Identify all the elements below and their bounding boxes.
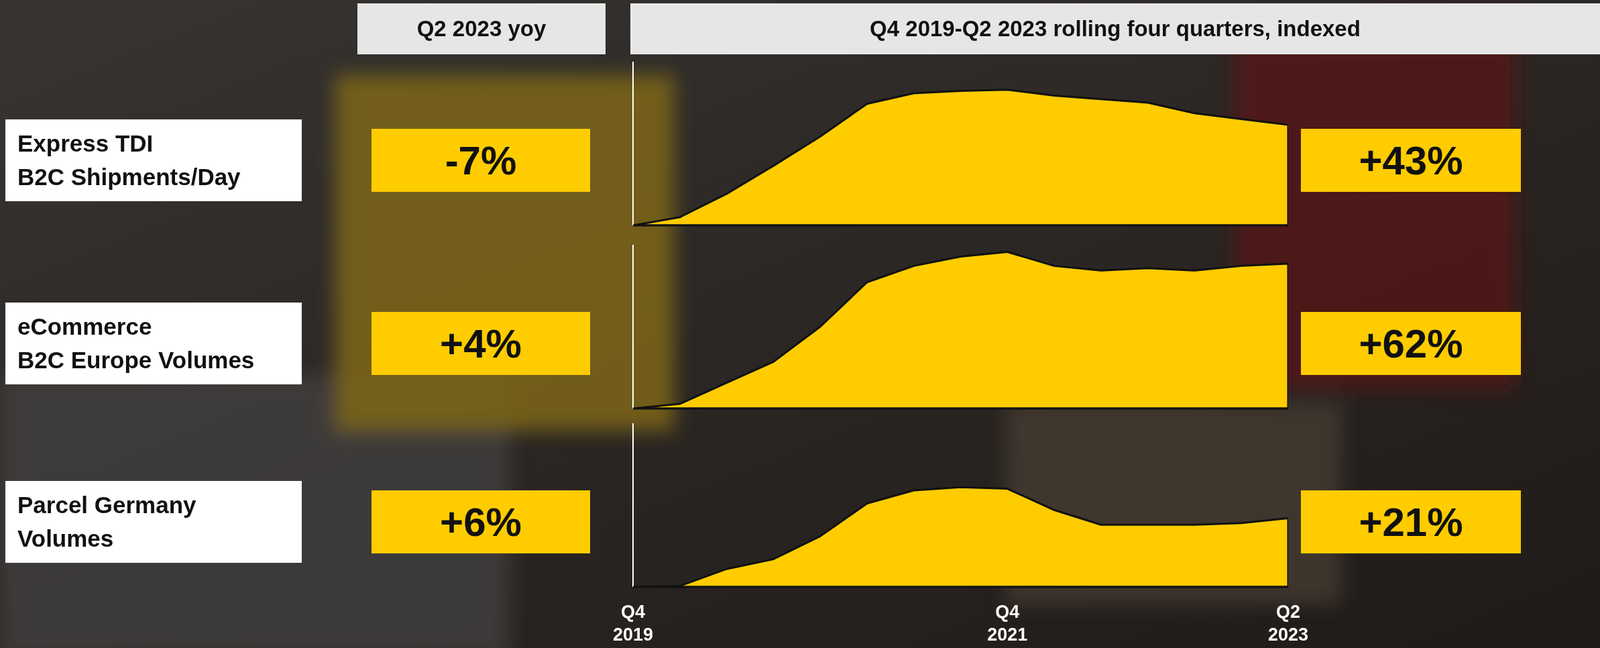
row-label-box xyxy=(5,480,302,563)
yoy-label: +6% xyxy=(439,499,522,545)
canvas: Q2 2023 yoy Q4 2019-Q2 2023 rolling four … xyxy=(0,0,1600,648)
area xyxy=(633,89,1289,226)
plot-area xyxy=(633,89,1289,226)
x-axis-line xyxy=(633,407,1289,410)
row-label-line: B2C Shipments/Day xyxy=(17,163,241,190)
header-text: Q4 2019-Q2 2023 rolling four quarters, i… xyxy=(869,16,1361,41)
x-axis-line xyxy=(633,224,1289,227)
cumulative-label: +21% xyxy=(1358,499,1463,545)
x-axis-line xyxy=(633,586,1289,589)
cumulative-box xyxy=(1300,128,1521,192)
yoy-label: +4% xyxy=(439,321,522,367)
row-label-line: Express TDI xyxy=(17,130,153,157)
yoy-box xyxy=(371,128,591,192)
header-box xyxy=(357,3,606,55)
row-label-line: B2C Europe Volumes xyxy=(17,346,255,373)
y-axis-line xyxy=(632,423,634,587)
area xyxy=(633,486,1289,587)
row-label: eCommerce B2C Europe Volumes xyxy=(17,313,255,373)
x-tick-label: Q42019 xyxy=(612,601,654,645)
cumulative-label: +43% xyxy=(1358,138,1463,184)
row-label-line: Volumes xyxy=(17,525,114,552)
x-tick-label: Q22023 xyxy=(1268,601,1309,645)
y-axis-line xyxy=(632,244,634,409)
x-tick-line: 2021 xyxy=(987,624,1028,645)
x-tick-line: Q4 xyxy=(620,601,646,622)
y-axis-line xyxy=(632,61,634,226)
row-label-line: Parcel Germany xyxy=(17,491,197,518)
row-label: Express TDI B2C Shipments/Day xyxy=(17,130,241,190)
row-label-line: eCommerce xyxy=(17,313,152,340)
area xyxy=(633,251,1289,409)
header-box xyxy=(630,3,1600,55)
dim xyxy=(0,0,1600,648)
yoy-box xyxy=(371,490,591,554)
x-tick-label: Q42021 xyxy=(987,601,1028,645)
row-label: Parcel Germany Volumes xyxy=(17,491,197,552)
row-label-box xyxy=(5,119,302,202)
yoy-box xyxy=(371,311,591,375)
plot-area xyxy=(633,486,1289,587)
cumulative-box xyxy=(1300,311,1521,375)
cumulative-label: +62% xyxy=(1358,321,1463,367)
plot-area xyxy=(633,251,1289,409)
x-tick-line: Q4 xyxy=(995,601,1020,622)
x-tick-line: Q2 xyxy=(1276,601,1301,622)
yoy-label: -7% xyxy=(445,138,518,184)
x-tick-line: 2023 xyxy=(1268,624,1309,645)
header-text: Q2 2023 yoy xyxy=(417,16,547,41)
x-tick-line: 2019 xyxy=(612,624,654,645)
cumulative-box xyxy=(1300,490,1521,554)
row-label-box xyxy=(5,302,302,385)
background xyxy=(0,0,1600,648)
